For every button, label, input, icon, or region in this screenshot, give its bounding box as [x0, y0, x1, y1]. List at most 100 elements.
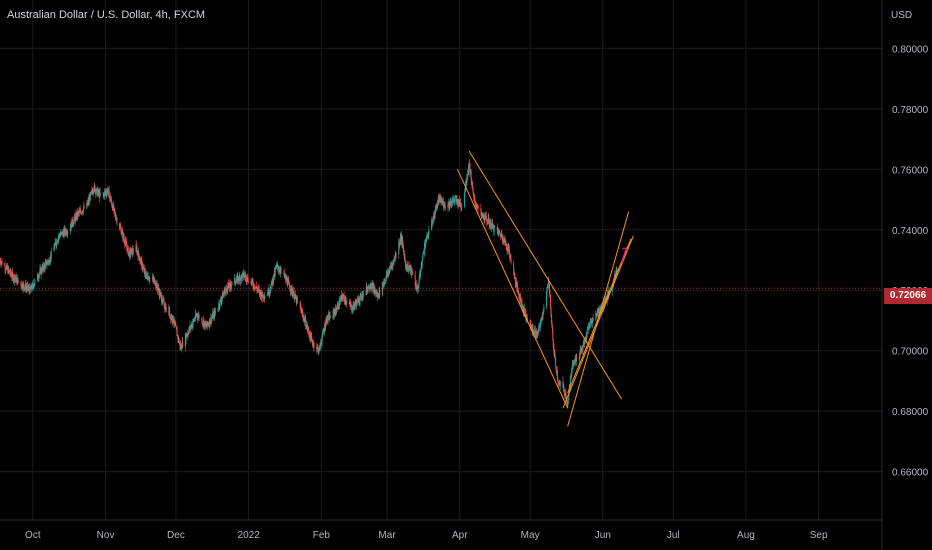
candle [469, 162, 471, 178]
x-tick-label: Apr [452, 530, 468, 541]
candle-body [177, 334, 179, 339]
candle-body [100, 194, 102, 195]
candle-body [546, 288, 548, 293]
candle-body [218, 307, 220, 309]
candle-body [485, 214, 487, 216]
candle-body [600, 306, 602, 308]
candle-body [294, 295, 296, 299]
candle [346, 297, 348, 305]
candle-body [546, 287, 548, 289]
candle-body [399, 243, 401, 246]
candle [567, 398, 569, 404]
candle-body [211, 318, 213, 323]
candle [296, 294, 298, 304]
candle [222, 291, 224, 299]
candle-body [266, 293, 268, 297]
candle-body [175, 326, 177, 329]
candle-body [4, 265, 6, 270]
candle-body [563, 384, 565, 392]
candle-body [408, 267, 410, 269]
candle [211, 314, 213, 324]
candle-body [432, 218, 434, 223]
candle-body [130, 249, 132, 255]
candle-body [572, 363, 574, 366]
candle-body [554, 355, 556, 359]
candle [488, 214, 490, 220]
candle-body [385, 277, 387, 282]
candle-body [404, 260, 406, 265]
candle-body [288, 282, 290, 286]
candle [483, 214, 485, 224]
candle-body [567, 399, 569, 401]
candle [10, 267, 12, 278]
candle-body [324, 326, 326, 330]
candle-body [152, 277, 154, 280]
candle-body [236, 279, 238, 281]
candle-body [165, 306, 167, 312]
candle [109, 192, 111, 203]
candle-body [148, 276, 150, 280]
candle-body [291, 286, 293, 289]
candle-body [550, 306, 552, 314]
candle [529, 318, 531, 327]
trendline-drawings[interactable] [456, 150, 634, 427]
candle-body [94, 185, 96, 187]
candle-body [333, 311, 335, 316]
candle-body [89, 193, 91, 201]
candle [59, 230, 61, 238]
candle [559, 380, 561, 391]
candle-body [297, 300, 299, 302]
candle [404, 260, 406, 270]
candle-body [316, 346, 318, 348]
candle-body [136, 247, 138, 253]
candle [257, 284, 259, 293]
candle [8, 265, 10, 275]
candle-body [385, 281, 387, 282]
candle [10, 270, 12, 278]
candle-body [338, 300, 340, 306]
candle-body [543, 306, 545, 312]
candle-body [186, 335, 188, 337]
candle [379, 286, 381, 299]
candle-body [616, 267, 618, 272]
candle-body [143, 268, 145, 269]
candle-body [240, 274, 242, 280]
candle-body [269, 291, 271, 294]
candle-body [13, 278, 15, 281]
candle-body [275, 265, 277, 269]
candle [263, 294, 265, 304]
candle [288, 280, 290, 286]
candle-body [7, 267, 9, 274]
candle-body [54, 244, 56, 249]
candle-body [541, 320, 543, 321]
candle-body [123, 239, 125, 243]
candle [269, 286, 271, 297]
candle [264, 291, 266, 300]
candle-body [114, 212, 116, 214]
candle [555, 366, 557, 370]
candle-body [453, 198, 455, 201]
candle-body [245, 275, 247, 281]
candle [514, 277, 516, 288]
candle-body [108, 188, 110, 190]
candle-body [92, 192, 94, 193]
candle [136, 244, 138, 256]
candle-body [171, 316, 173, 321]
candle-body [339, 303, 341, 306]
x-tick-label: May [521, 530, 540, 541]
candle-body [99, 191, 101, 195]
candle-body [499, 232, 501, 236]
candle-body [532, 329, 534, 333]
candle-body [111, 202, 113, 206]
candle [228, 279, 230, 288]
candle-body [451, 201, 453, 204]
candle-body [392, 261, 394, 267]
candle-body [175, 324, 177, 327]
candle-body [421, 259, 423, 266]
candle [358, 295, 360, 304]
candle [353, 300, 355, 311]
candle [236, 273, 238, 284]
candle [82, 208, 84, 216]
candle [223, 290, 225, 296]
